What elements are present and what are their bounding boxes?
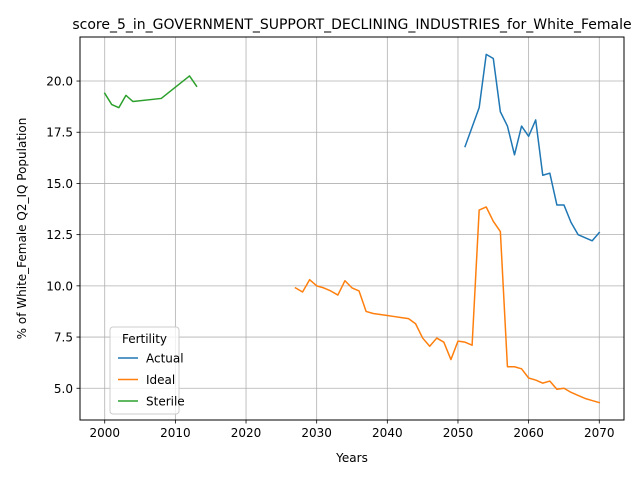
grid-lines [80,37,624,420]
legend-label-ideal: Ideal [146,373,175,387]
x-axis-label: Years [335,451,368,465]
series-line-actual [464,53,601,242]
y-tick-label: 10.0 [46,279,73,293]
x-tick-label: 2050 [443,426,474,440]
chart-title: score_5_in_GOVERNMENT_SUPPORT_DECLINING_… [72,17,631,33]
legend: Fertility Actual Ideal Sterile [109,326,185,415]
legend-box [109,326,180,415]
x-tick-label: 2020 [231,426,262,440]
x-axis-ticks: 2000 2010 2020 2030 2040 2050 2060 2070 [89,420,615,440]
y-tick-label: 5.0 [54,382,73,396]
series-line-sterile [103,75,198,109]
x-tick-label: 2060 [513,426,544,440]
plot-frame [79,36,625,421]
x-tick-label: 2040 [372,426,403,440]
y-tick-label: 20.0 [46,75,73,89]
x-tick-label: 2070 [584,426,615,440]
series-line-ideal [294,206,601,404]
series-lines [103,53,601,404]
x-tick-label: 2000 [89,426,120,440]
x-tick-label: 2030 [301,426,332,440]
y-axis-label: % of White_Female Q2_IQ Population [15,118,29,340]
y-tick-label: 12.5 [46,228,73,242]
y-tick-label: 15.0 [46,177,73,191]
y-axis-ticks: 5.0 7.5 10.0 12.5 15.0 17.5 20.0 [46,75,80,396]
y-tick-label: 7.5 [54,331,73,345]
y-tick-label: 17.5 [46,126,73,140]
legend-label-actual: Actual [146,352,184,366]
legend-entries: Actual Ideal Sterile [118,352,185,409]
legend-label-sterile: Sterile [146,395,185,409]
x-tick-label: 2010 [160,426,191,440]
legend-title: Fertility [122,332,167,346]
